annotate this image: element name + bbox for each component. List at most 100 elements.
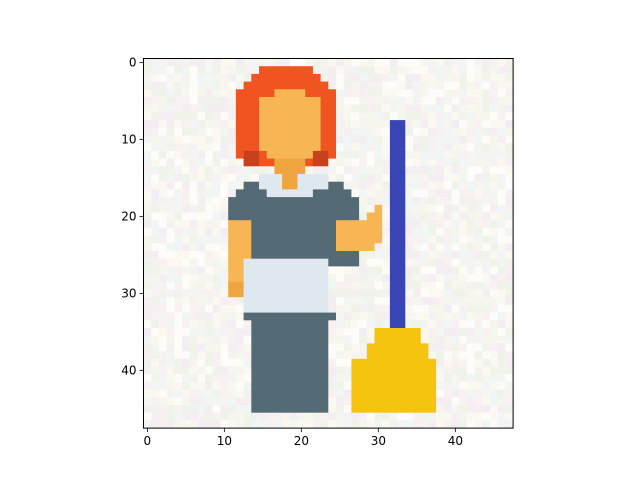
image-pixel — [174, 220, 183, 229]
image-pixel — [459, 143, 468, 152]
image-pixel — [220, 304, 229, 313]
image-pixel — [436, 374, 445, 383]
image-pixel — [405, 73, 414, 82]
image-pixel — [235, 374, 244, 383]
image-pixel — [235, 104, 244, 113]
image-pixel — [413, 166, 422, 175]
image-pixel — [182, 243, 191, 252]
image-pixel — [305, 374, 314, 383]
image-pixel — [312, 89, 321, 98]
image-pixel — [351, 343, 360, 352]
image-pixel — [197, 235, 206, 244]
image-pixel — [274, 335, 283, 344]
image-pixel — [151, 89, 160, 98]
image-pixel — [205, 89, 214, 98]
image-pixel — [497, 351, 506, 360]
image-pixel — [428, 135, 437, 144]
image-pixel — [343, 320, 352, 329]
image-pixel — [382, 358, 391, 367]
image-pixel — [282, 73, 291, 82]
image-pixel — [505, 135, 514, 144]
image-pixel — [158, 258, 167, 267]
image-pixel — [397, 389, 406, 398]
image-pixel — [459, 81, 468, 90]
image-pixel — [320, 166, 329, 175]
image-pixel — [205, 120, 214, 129]
image-pixel — [420, 220, 429, 229]
image-pixel — [143, 120, 152, 129]
image-pixel — [289, 420, 298, 429]
image-pixel — [397, 274, 406, 283]
image-pixel — [228, 81, 237, 90]
image-pixel — [320, 220, 329, 229]
image-pixel — [397, 328, 406, 337]
image-pixel — [259, 328, 268, 337]
image-pixel — [428, 212, 437, 221]
image-pixel — [243, 251, 252, 260]
image-pixel — [151, 120, 160, 129]
image-pixel — [243, 335, 252, 344]
image-pixel — [351, 189, 360, 198]
image-pixel — [182, 181, 191, 190]
image-pixel — [220, 251, 229, 260]
image-pixel — [235, 243, 244, 252]
image-pixel — [243, 143, 252, 152]
image-pixel — [482, 66, 491, 75]
image-pixel — [266, 266, 275, 275]
image-pixel — [289, 389, 298, 398]
image-pixel — [466, 289, 475, 298]
image-pixel — [274, 381, 283, 390]
image-pixel — [320, 212, 329, 221]
image-pixel — [359, 204, 368, 213]
image-pixel — [189, 381, 198, 390]
image-pixel — [474, 89, 483, 98]
image-pixel — [459, 150, 468, 159]
image-pixel — [305, 120, 314, 129]
image-pixel — [413, 220, 422, 229]
image-pixel — [351, 304, 360, 313]
image-pixel — [420, 112, 429, 121]
image-pixel — [274, 366, 283, 375]
image-pixel — [374, 158, 383, 167]
image-pixel — [374, 374, 383, 383]
image-pixel — [359, 243, 368, 252]
image-pixel — [382, 89, 391, 98]
image-pixel — [212, 251, 221, 260]
image-pixel — [490, 335, 499, 344]
image-pixel — [259, 258, 268, 267]
image-pixel — [420, 204, 429, 213]
image-pixel — [212, 405, 221, 414]
image-pixel — [182, 304, 191, 313]
image-pixel — [259, 58, 268, 67]
image-pixel — [151, 181, 160, 190]
image-pixel — [266, 420, 275, 429]
image-pixel — [389, 112, 398, 121]
image-pixel — [243, 204, 252, 213]
image-pixel — [259, 104, 268, 113]
image-pixel — [189, 304, 198, 313]
image-pixel — [328, 143, 337, 152]
image-pixel — [220, 58, 229, 67]
image-pixel — [151, 150, 160, 159]
image-pixel — [274, 328, 283, 337]
image-pixel — [413, 297, 422, 306]
image-pixel — [174, 135, 183, 144]
image-pixel — [189, 389, 198, 398]
image-pixel — [259, 420, 268, 429]
image-pixel — [143, 89, 152, 98]
image-pixel — [459, 405, 468, 414]
image-pixel — [397, 174, 406, 183]
image-pixel — [282, 343, 291, 352]
image-pixel — [174, 150, 183, 159]
image-pixel — [266, 73, 275, 82]
image-pixel — [197, 297, 206, 306]
image-pixel — [220, 389, 229, 398]
image-pixel — [505, 381, 514, 390]
image-pixel — [420, 389, 429, 398]
image-pixel — [266, 197, 275, 206]
image-pixel — [413, 328, 422, 337]
image-pixel — [197, 381, 206, 390]
image-pixel — [359, 220, 368, 229]
image-pixel — [436, 104, 445, 113]
image-pixel — [320, 304, 329, 313]
